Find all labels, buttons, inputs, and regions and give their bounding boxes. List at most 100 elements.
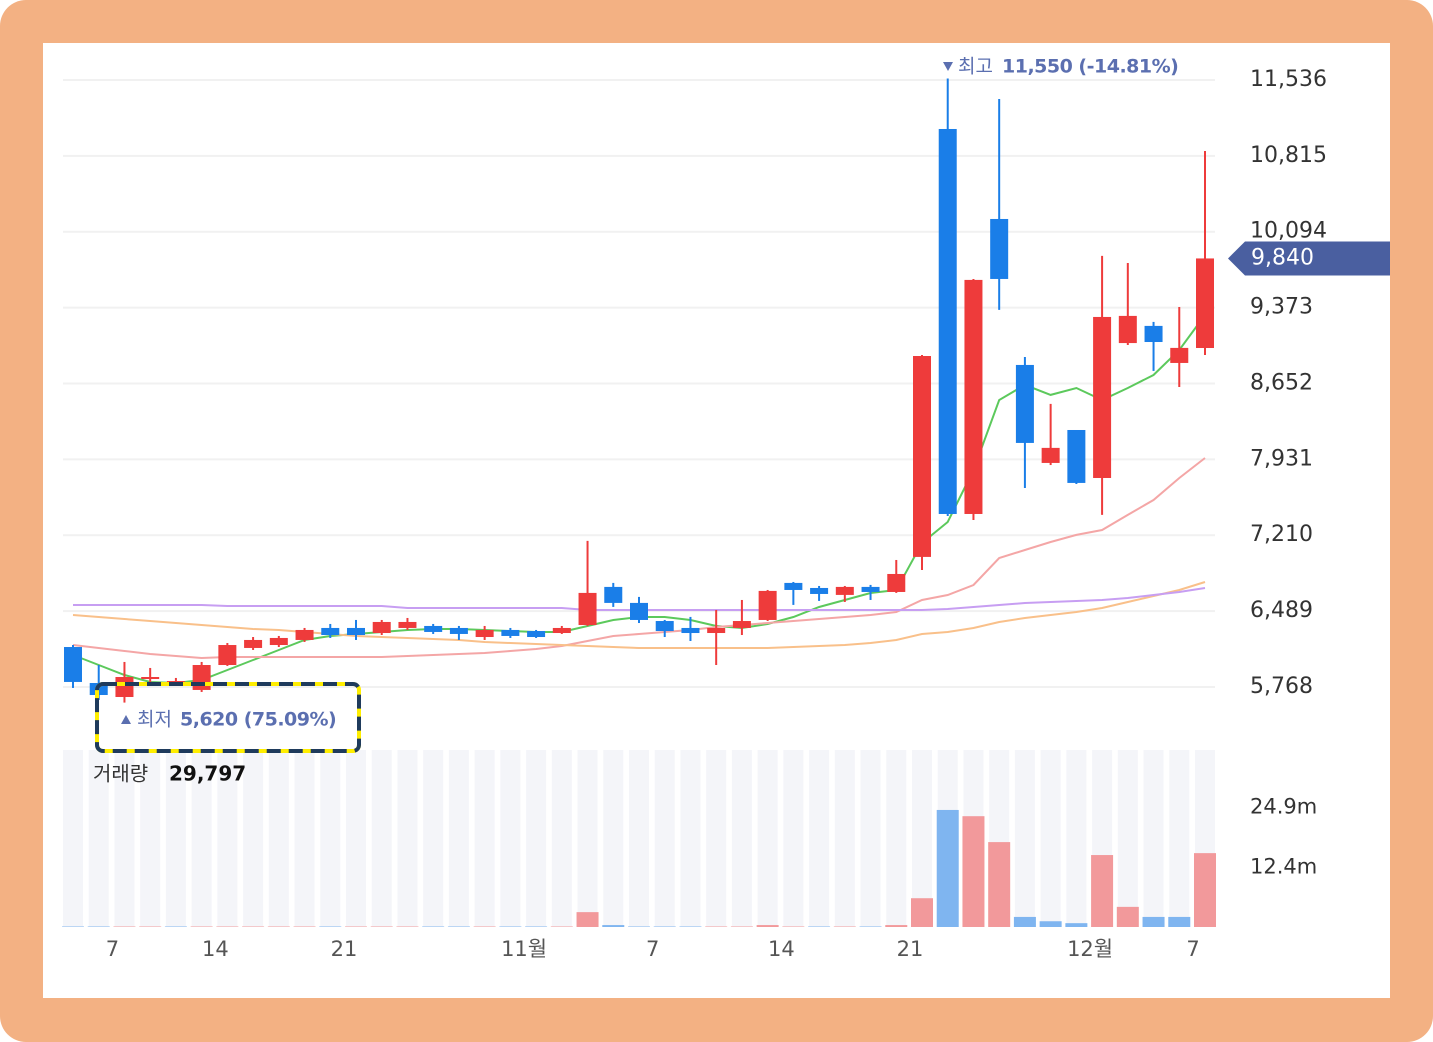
volume-column <box>1117 750 1138 927</box>
candle-body <box>372 621 391 634</box>
candle-body <box>604 586 623 603</box>
volume-column <box>706 750 727 927</box>
volume-column <box>680 750 701 927</box>
volume-title: 거래량 <box>93 762 148 786</box>
volume-column <box>217 750 238 927</box>
x-tick-label: 21 <box>897 937 924 961</box>
volume-column <box>397 750 418 927</box>
candle-body <box>964 279 983 514</box>
volume-column <box>577 750 598 927</box>
candle-body <box>192 665 211 690</box>
candle-body <box>1144 325 1163 343</box>
volume-column <box>731 750 752 927</box>
candle-body <box>347 627 365 636</box>
volume-column <box>294 750 315 927</box>
volume-column <box>500 750 521 927</box>
candle-body <box>784 582 803 590</box>
volume-column <box>268 750 289 927</box>
candle-body <box>527 631 546 638</box>
volume-bar <box>1116 906 1139 927</box>
y-tick-label: 10,094 <box>1250 219 1327 244</box>
x-tick-label: 14 <box>768 937 795 961</box>
volume-bar <box>576 912 599 927</box>
volume-column <box>1169 750 1190 927</box>
volume-column <box>834 750 855 927</box>
x-tick-label: 11월 <box>501 937 547 961</box>
volume-column <box>140 750 161 927</box>
candle-body <box>1015 364 1034 443</box>
candle-body <box>398 621 417 628</box>
volume-bar <box>936 809 959 927</box>
high-marker <box>943 62 953 71</box>
candle-body <box>449 627 468 634</box>
volume-bar <box>1065 923 1088 927</box>
volume-column <box>1066 750 1087 927</box>
volume-column <box>860 750 881 927</box>
volume-column <box>165 750 186 927</box>
candle-body <box>424 625 443 632</box>
highlight-box <box>95 682 361 753</box>
low-label: 최저 <box>137 709 172 731</box>
moving-average <box>72 581 1206 649</box>
volume-tick-label: 24.9m <box>1250 795 1317 819</box>
candle-body <box>1067 429 1086 483</box>
volume-bar <box>1194 853 1216 927</box>
candle-body <box>1170 347 1189 363</box>
x-tick-label: 14 <box>202 937 229 961</box>
candle-body <box>630 602 648 620</box>
candle-body <box>1041 447 1060 463</box>
candle-body <box>475 629 494 638</box>
volume-column <box>474 750 495 927</box>
candle-body <box>681 627 700 634</box>
candle-body <box>938 128 957 514</box>
y-tick-label: 5,768 <box>1250 674 1313 699</box>
candle-body <box>115 677 134 698</box>
volume-bar <box>756 925 779 927</box>
price-tag-label: 9,840 <box>1251 245 1314 270</box>
volume-column <box>886 750 907 927</box>
y-tick-label: 6,489 <box>1250 598 1313 623</box>
volume-bar <box>1091 855 1114 927</box>
volume-column <box>912 750 932 927</box>
price-tag <box>1228 241 1390 276</box>
candle-body <box>244 639 263 648</box>
candle-body <box>707 627 726 634</box>
y-tick-label: 7,210 <box>1250 522 1313 547</box>
volume-column <box>1014 750 1035 927</box>
candle-body <box>218 645 237 666</box>
candle-body <box>552 627 571 634</box>
volume-column <box>1040 750 1061 927</box>
volume-column <box>114 750 135 927</box>
candle-body <box>990 218 1009 279</box>
candle-body <box>887 573 906 592</box>
y-tick-label: 10,815 <box>1250 143 1327 168</box>
volume-column <box>809 750 830 927</box>
volume-column <box>551 750 572 927</box>
y-tick-label: 11,536 <box>1250 67 1327 92</box>
volume-column <box>243 750 264 927</box>
volume-column <box>783 750 804 927</box>
candle-body <box>861 586 880 592</box>
candle-body <box>295 629 314 640</box>
candle-body <box>810 587 829 594</box>
volume-column <box>346 750 366 927</box>
volume-column <box>603 750 624 927</box>
x-tick-label: 7 <box>646 937 659 961</box>
x-tick-label: 7 <box>106 937 119 961</box>
volume-column <box>423 750 444 927</box>
volume-column <box>88 750 109 927</box>
volume-bar <box>1013 916 1036 927</box>
volume-column <box>1143 750 1164 927</box>
volume-column <box>757 750 778 927</box>
high-text: 11,550 (-14.81%) <box>1002 56 1178 78</box>
y-tick-label: 7,931 <box>1250 446 1313 471</box>
candle-body <box>578 592 597 626</box>
x-tick-label: 7 <box>1186 937 1199 961</box>
volume-column <box>63 750 83 927</box>
volume-bar <box>602 925 625 927</box>
volume-bar <box>1039 921 1062 927</box>
volume-column <box>371 750 392 927</box>
volume-column <box>191 750 212 927</box>
x-tick-label: 12월 <box>1067 937 1113 961</box>
